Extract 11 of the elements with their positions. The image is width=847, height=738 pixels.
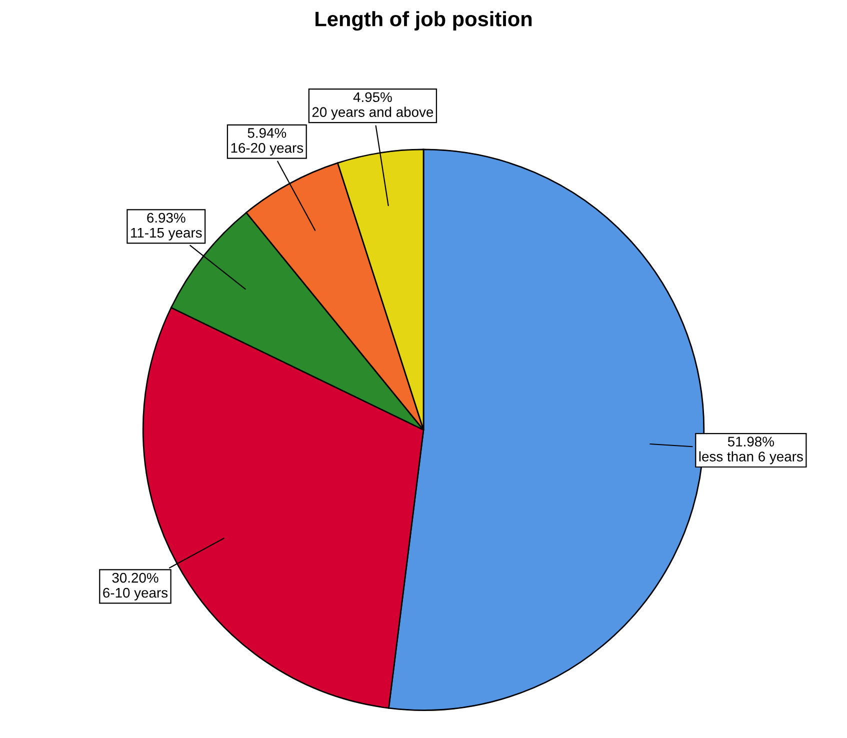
data-label: 51.98% [728, 436, 774, 447]
data-label: 30.20% [112, 572, 158, 583]
slice-label: 16-20 years [231, 142, 304, 156]
slice-label: less than 6 years [699, 451, 803, 464]
data-label: 6.93% [147, 212, 186, 223]
data-label: 4.95% [353, 92, 392, 102]
slice-label: 11-15 years [131, 228, 202, 240]
slice-label: 20 years and above [312, 106, 434, 120]
chart-title: Length of job position [316, 11, 532, 31]
data-label: 5.94% [248, 128, 286, 138]
slice-label: 6-10 years [103, 588, 168, 600]
